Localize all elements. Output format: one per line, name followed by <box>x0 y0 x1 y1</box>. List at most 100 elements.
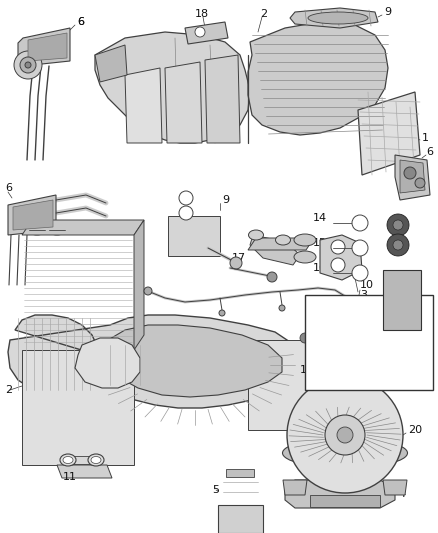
Polygon shape <box>285 480 395 508</box>
Circle shape <box>230 257 242 269</box>
Circle shape <box>393 240 403 250</box>
Circle shape <box>393 220 403 230</box>
Polygon shape <box>28 33 67 61</box>
Text: 7: 7 <box>138 290 145 300</box>
Circle shape <box>179 206 193 220</box>
Bar <box>305 295 433 390</box>
Circle shape <box>353 321 361 329</box>
Text: 3: 3 <box>360 290 367 300</box>
Circle shape <box>331 240 345 254</box>
Ellipse shape <box>91 456 101 464</box>
Circle shape <box>300 333 310 343</box>
Polygon shape <box>395 155 430 200</box>
Polygon shape <box>18 28 70 66</box>
Circle shape <box>415 178 425 188</box>
Text: 10: 10 <box>360 280 374 290</box>
Text: 11: 11 <box>63 472 77 482</box>
Circle shape <box>387 214 409 236</box>
Circle shape <box>387 234 409 256</box>
Bar <box>310 495 380 507</box>
Circle shape <box>404 167 416 179</box>
Text: 6: 6 <box>77 17 84 27</box>
Ellipse shape <box>248 230 264 240</box>
Circle shape <box>195 27 205 37</box>
Ellipse shape <box>294 251 316 263</box>
Polygon shape <box>165 62 202 143</box>
Text: 20: 20 <box>408 425 422 435</box>
Ellipse shape <box>28 225 46 235</box>
Ellipse shape <box>294 234 316 246</box>
Polygon shape <box>383 480 407 495</box>
Text: 17: 17 <box>232 253 246 263</box>
Bar <box>383 270 421 330</box>
Polygon shape <box>134 220 144 350</box>
Polygon shape <box>8 195 56 235</box>
Text: 14: 14 <box>313 213 327 223</box>
Bar <box>218 505 263 533</box>
Circle shape <box>352 240 368 256</box>
Circle shape <box>219 310 225 316</box>
Text: 15: 15 <box>313 238 327 248</box>
Bar <box>22 350 134 465</box>
Text: 12: 12 <box>300 365 314 375</box>
Polygon shape <box>8 315 298 408</box>
Polygon shape <box>250 235 300 265</box>
Text: 4: 4 <box>398 489 405 499</box>
Polygon shape <box>75 338 140 388</box>
Text: 8: 8 <box>248 343 255 353</box>
Bar <box>168 216 220 256</box>
Polygon shape <box>13 200 53 230</box>
Text: 6: 6 <box>77 17 84 27</box>
Text: 5: 5 <box>212 485 219 495</box>
Text: 6: 6 <box>426 147 433 157</box>
Circle shape <box>331 258 345 272</box>
Ellipse shape <box>308 12 368 24</box>
Ellipse shape <box>276 235 290 245</box>
Polygon shape <box>185 22 228 44</box>
Ellipse shape <box>88 454 104 466</box>
Polygon shape <box>95 32 250 143</box>
Text: 2: 2 <box>260 9 267 19</box>
Polygon shape <box>95 45 127 82</box>
Circle shape <box>267 272 277 282</box>
Polygon shape <box>358 92 420 175</box>
Text: 16: 16 <box>313 263 327 273</box>
Circle shape <box>144 287 152 295</box>
Polygon shape <box>105 325 282 397</box>
Text: 1: 1 <box>422 133 429 143</box>
Circle shape <box>279 305 285 311</box>
Text: 13: 13 <box>353 302 367 312</box>
Text: 21: 21 <box>196 238 210 248</box>
Circle shape <box>325 415 365 455</box>
Ellipse shape <box>60 454 76 466</box>
Circle shape <box>20 57 36 73</box>
Ellipse shape <box>283 438 407 468</box>
Text: 2: 2 <box>5 385 12 395</box>
Ellipse shape <box>48 225 66 235</box>
Polygon shape <box>205 55 240 143</box>
Polygon shape <box>248 22 388 135</box>
Polygon shape <box>22 220 144 235</box>
Text: 19: 19 <box>312 333 326 343</box>
Circle shape <box>287 377 403 493</box>
Bar <box>248 340 306 430</box>
Text: 9: 9 <box>222 195 229 205</box>
Polygon shape <box>248 238 314 250</box>
Circle shape <box>352 215 368 231</box>
Bar <box>68 456 96 464</box>
Circle shape <box>179 191 193 205</box>
Text: 6: 6 <box>5 183 12 193</box>
Polygon shape <box>400 160 425 193</box>
Polygon shape <box>290 8 378 28</box>
Polygon shape <box>320 235 362 280</box>
Polygon shape <box>125 68 162 143</box>
Polygon shape <box>57 465 112 478</box>
Text: 9: 9 <box>384 7 391 17</box>
Polygon shape <box>283 480 307 495</box>
Circle shape <box>337 427 353 443</box>
Bar <box>226 469 254 477</box>
Text: 18: 18 <box>195 9 209 19</box>
Circle shape <box>352 265 368 281</box>
Circle shape <box>14 51 42 79</box>
Circle shape <box>25 62 31 68</box>
